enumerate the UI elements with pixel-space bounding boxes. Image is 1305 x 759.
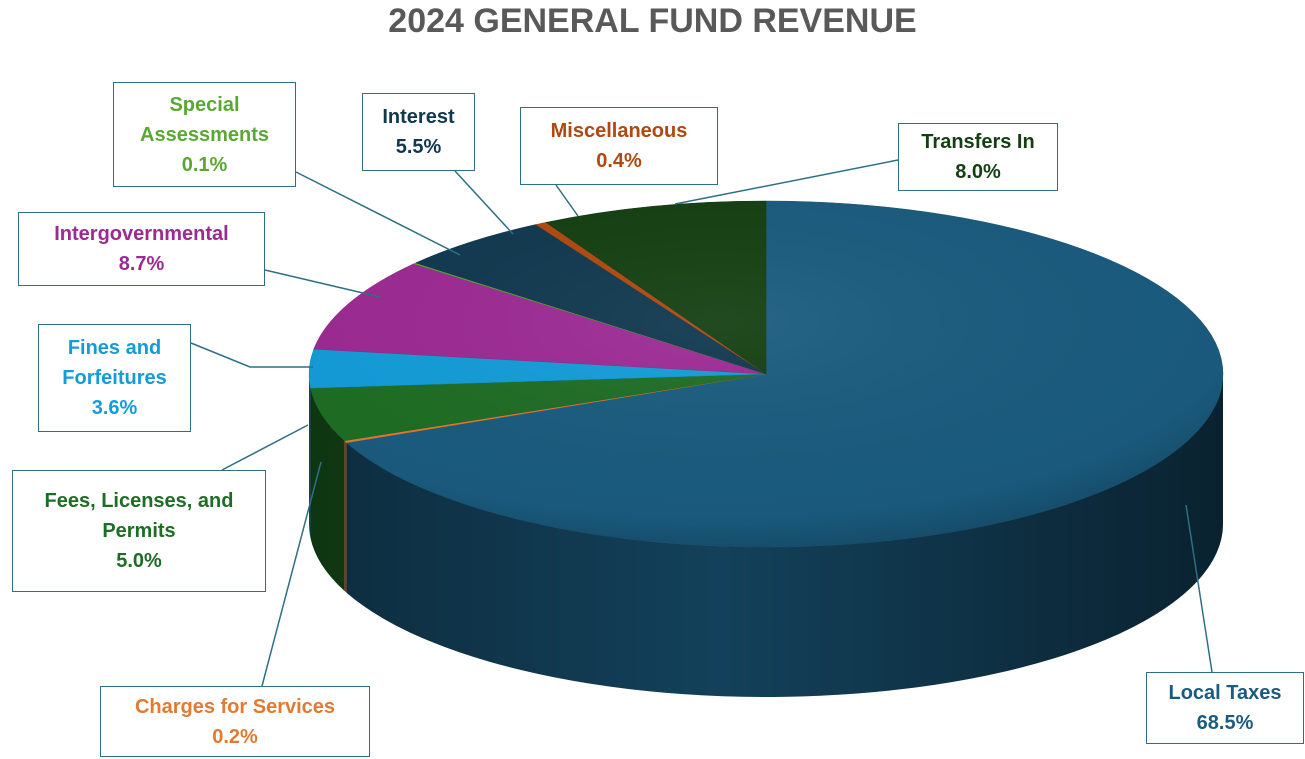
leader-line [190, 342, 313, 368]
leader-line [264, 269, 381, 298]
leader-line [1185, 504, 1213, 673]
label-value: 3.6% [91, 397, 138, 419]
data-label: Interest 5.5% [362, 93, 475, 171]
label-name: Intergovernmental [54, 223, 229, 245]
label-name: Fees, Licenses, and Permits [44, 490, 234, 542]
data-label: Miscellaneous 0.4% [520, 107, 718, 185]
label-name: Miscellaneous [550, 120, 688, 142]
label-value: 68.5% [1196, 712, 1254, 734]
data-label: Transfers In 8.0% [898, 123, 1058, 191]
label-name: Interest [382, 106, 455, 128]
chart-title: 2024 GENERAL FUND REVENUE [388, 2, 917, 40]
leader-line [295, 171, 461, 256]
leader-line [261, 461, 322, 687]
leader-line [454, 170, 514, 235]
label-value: 5.5% [395, 136, 442, 158]
side-shading [309, 374, 1223, 697]
label-name: Special Assessments [140, 93, 269, 146]
data-label: Local Taxes 68.5% [1146, 672, 1304, 744]
data-label: Special Assessments 0.1% [113, 82, 296, 187]
label-value: 0.1% [181, 153, 228, 176]
top-shading [309, 201, 1223, 547]
label-name: Local Taxes [1168, 682, 1282, 704]
data-label: Charges for Services 0.2% [100, 686, 370, 757]
leader-line [221, 424, 309, 471]
data-label: Fines and Forfeitures 3.6% [38, 324, 191, 432]
leader-line [555, 184, 579, 217]
label-value: 8.0% [955, 161, 1001, 183]
label-value: 0.4% [596, 150, 642, 172]
label-value: 8.7% [118, 253, 165, 275]
leader-line [674, 159, 899, 205]
label-name: Charges for Services [134, 695, 336, 718]
data-label: Fees, Licenses, and Permits 5.0% [12, 470, 266, 592]
label-value: 0.2% [212, 725, 258, 748]
label-value: 5.0% [116, 550, 162, 572]
label-name: Fines and Forfeitures [62, 337, 167, 389]
data-label: Intergovernmental 8.7% [18, 212, 265, 286]
label-name: Transfers In [921, 131, 1035, 153]
